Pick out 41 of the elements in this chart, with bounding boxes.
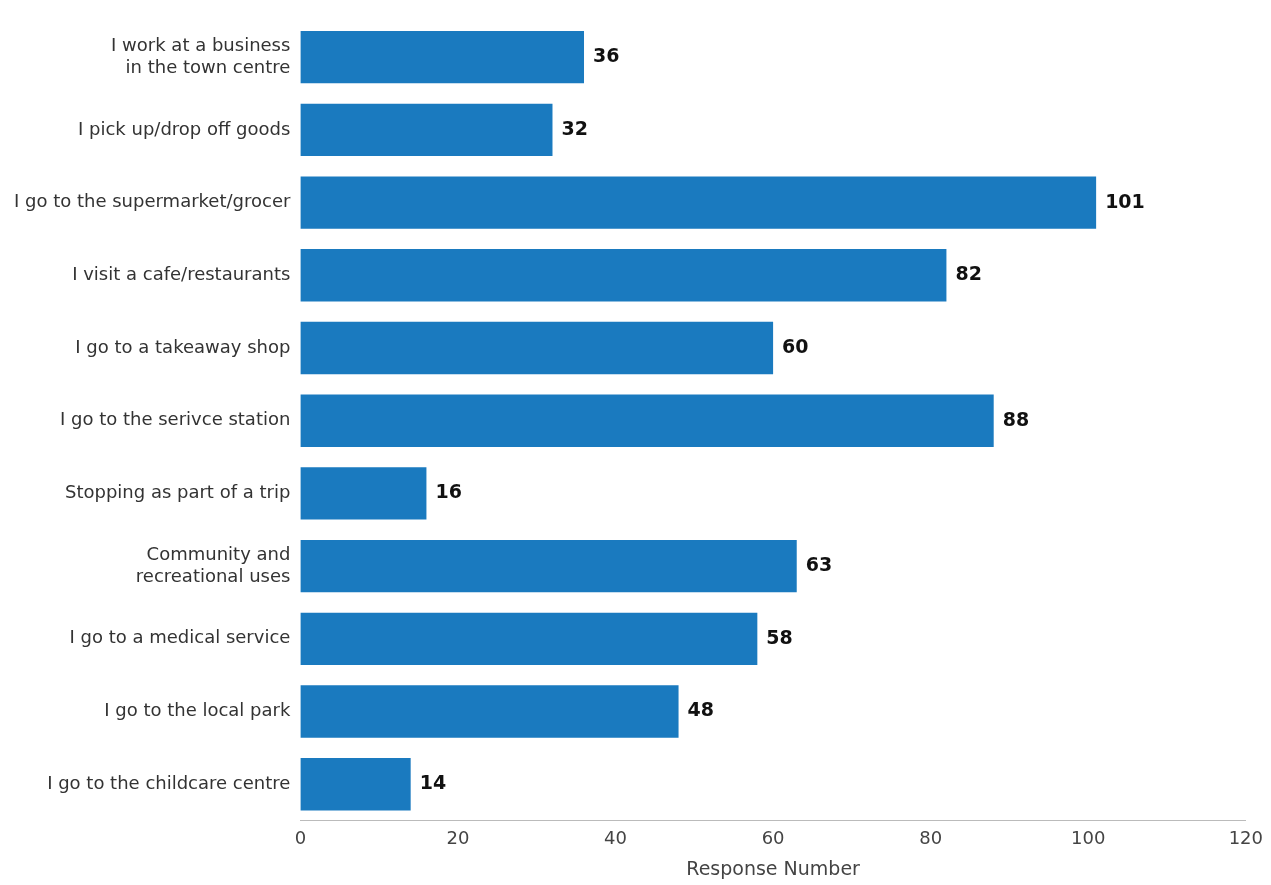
x-tick-label: 120 bbox=[1228, 827, 1263, 849]
x-tick-label: 0 bbox=[294, 827, 307, 849]
x-tick-label: 80 bbox=[919, 827, 943, 849]
x-axis-title: Response Number bbox=[686, 856, 861, 879]
bar bbox=[300, 612, 758, 665]
data-label: 58 bbox=[766, 625, 793, 648]
y-tick-label: I work at a business in the town centre bbox=[111, 34, 291, 77]
data-label: 101 bbox=[1105, 189, 1145, 212]
y-tick-label: Community and recreational uses bbox=[135, 542, 291, 586]
y-tick-label: I go to the childcare centre bbox=[47, 771, 291, 793]
bar bbox=[300, 758, 411, 811]
data-label: 63 bbox=[805, 553, 833, 576]
bar bbox=[300, 321, 774, 375]
y-tick-label: I visit a cafe/restaurants bbox=[72, 262, 291, 284]
bar bbox=[300, 249, 947, 302]
bar bbox=[300, 685, 679, 738]
y-tick-label: I go to the serivce station bbox=[59, 408, 291, 430]
bar bbox=[300, 103, 553, 157]
data-label: 32 bbox=[561, 116, 588, 139]
bar bbox=[300, 30, 585, 84]
y-tick-label: I go to a takeaway shop bbox=[75, 335, 291, 357]
bar bbox=[300, 176, 1097, 229]
y-tick-label: I pick up/drop off goods bbox=[77, 117, 291, 139]
data-label: 48 bbox=[687, 698, 715, 721]
data-label: 82 bbox=[955, 262, 982, 285]
bar bbox=[300, 394, 994, 447]
data-label: 16 bbox=[435, 480, 462, 503]
x-tick-label: 60 bbox=[761, 827, 785, 849]
y-tick-label: I go to the local park bbox=[104, 699, 291, 721]
bar bbox=[300, 467, 427, 520]
data-label: 60 bbox=[782, 334, 809, 357]
data-label: 88 bbox=[1002, 407, 1030, 430]
data-label: 14 bbox=[419, 771, 447, 794]
y-tick-label: I go to the supermarket/grocer bbox=[14, 190, 291, 212]
x-tick-label: 40 bbox=[604, 827, 627, 849]
y-tick-label: Stopping as part of a trip bbox=[64, 481, 291, 503]
y-tick-label: I go to a medical service bbox=[69, 626, 291, 648]
x-tick-label: 20 bbox=[446, 827, 470, 849]
bar bbox=[300, 539, 797, 593]
x-tick-label: 100 bbox=[1071, 827, 1106, 849]
data-label: 36 bbox=[593, 44, 620, 67]
